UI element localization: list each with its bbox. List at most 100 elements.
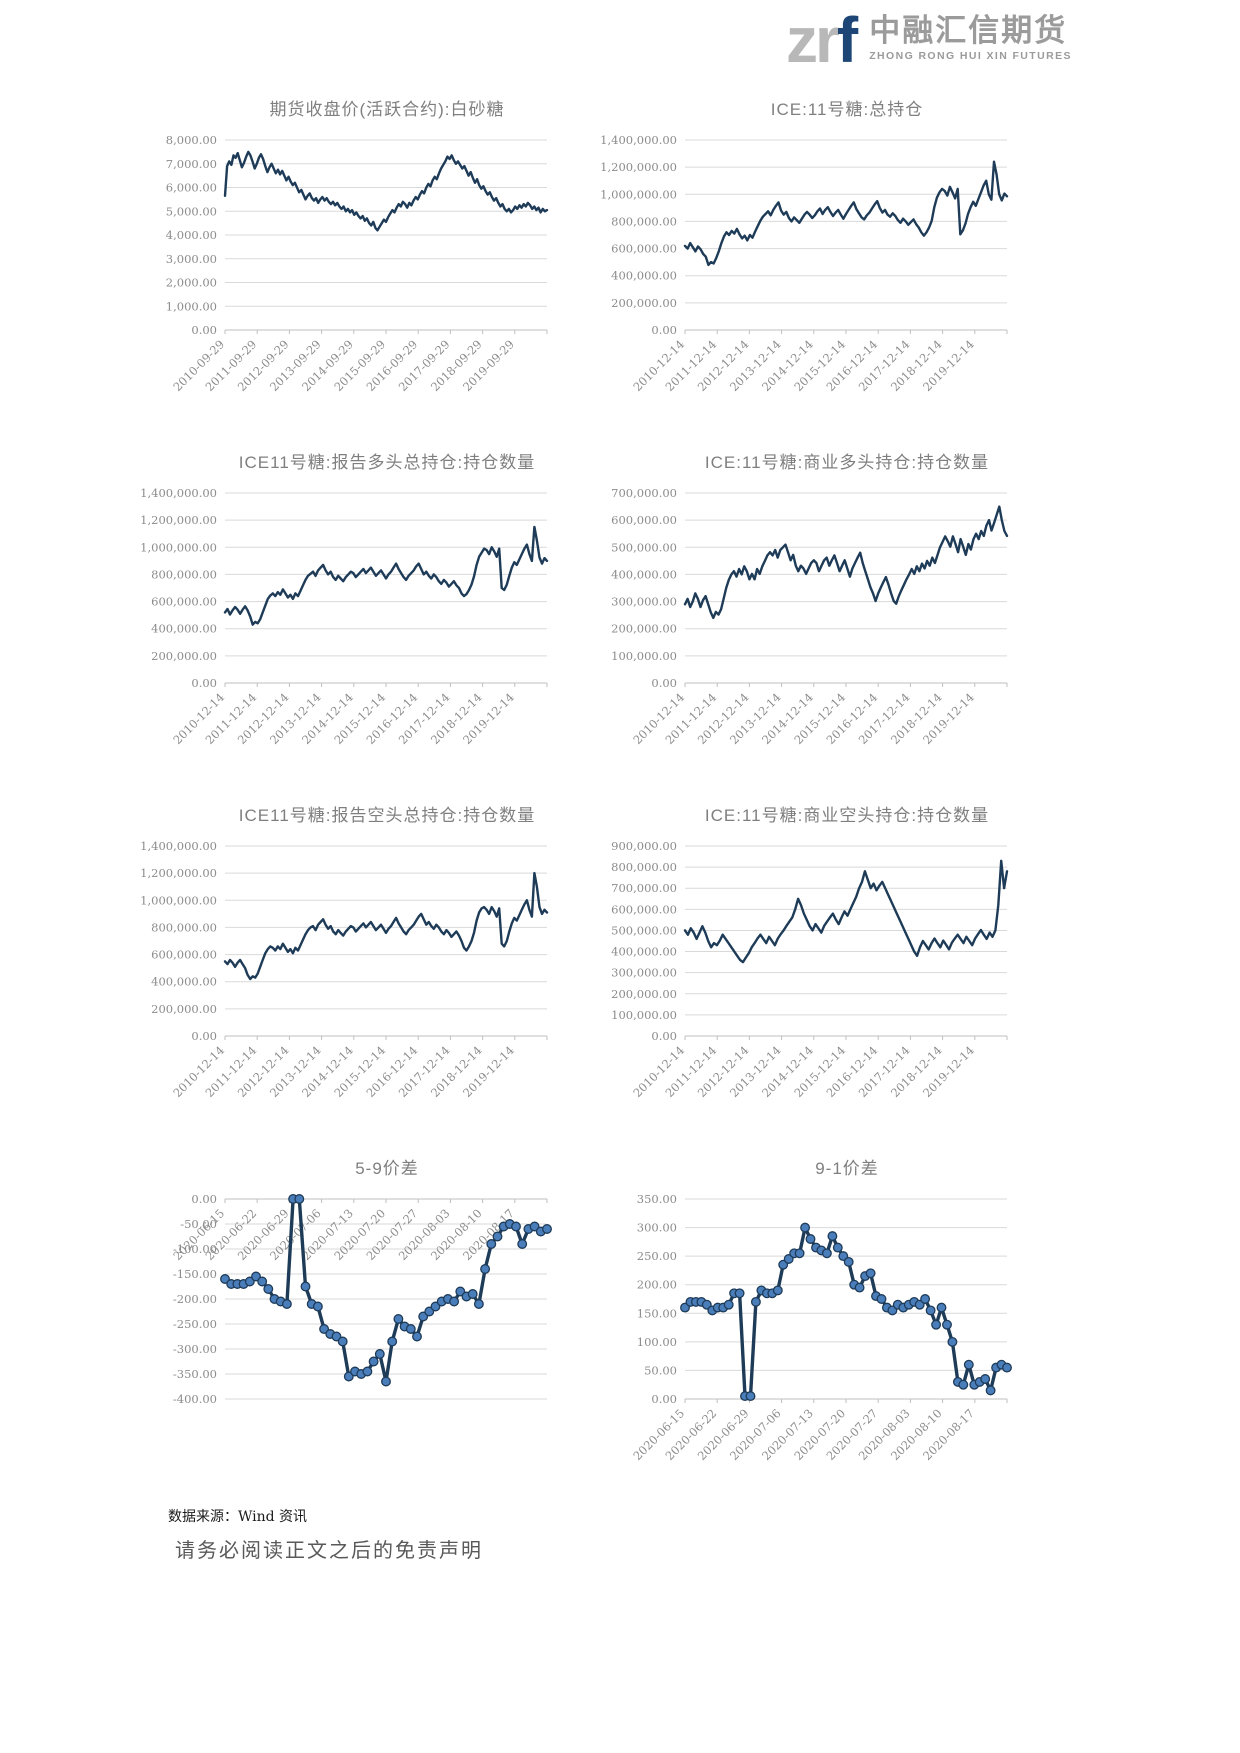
- svg-text:400,000.00: 400,000.00: [611, 945, 677, 959]
- svg-text:-150.00: -150.00: [173, 1267, 217, 1281]
- svg-text:0.00: 0.00: [651, 1392, 677, 1406]
- svg-text:400,000.00: 400,000.00: [151, 975, 217, 989]
- chart-title: 期货收盘价(活跃合约):白砂糖: [269, 100, 505, 119]
- ice11-reported-long-oi-plot: 1,400,000.00 1,200,000.00 1,000,000.00 800,…: [140, 486, 549, 747]
- company-name-cn: 中融汇信期货: [869, 12, 1068, 48]
- svg-text:50.00: 50.00: [644, 1363, 677, 1377]
- svg-text:600,000.00: 600,000.00: [151, 948, 217, 962]
- chart-5-9-spread: 5-9价差 0.00 -50.00 -100.00 -150.00 -200.00 -25…: [115, 1157, 575, 1510]
- company-logo: zrf 中融汇信期货 ZHONG RONG HUI XIN FUTURES: [786, 8, 1072, 72]
- chart-title: 9-1价差: [815, 1159, 879, 1178]
- svg-text:100.00: 100.00: [637, 1335, 677, 1349]
- svg-text:300.00: 300.00: [637, 1221, 677, 1235]
- svg-text:0.00: 0.00: [191, 323, 217, 337]
- svg-text:700,000.00: 700,000.00: [611, 881, 677, 895]
- chart-9-1-spread: 9-1价差 350.00 300.00 250.00 200.00 150.00 100.…: [575, 1157, 1035, 1510]
- svg-text:0.00: 0.00: [191, 1029, 217, 1043]
- data-source-note: 数据来源：Wind 资讯: [168, 1509, 308, 1525]
- disclaimer-note: 请务必阅读正文之后的免责声明: [175, 1540, 483, 1562]
- svg-text:1,000,000.00: 1,000,000.00: [140, 540, 217, 554]
- svg-text:350.00: 350.00: [637, 1192, 677, 1206]
- svg-text:200,000.00: 200,000.00: [611, 296, 677, 310]
- chart-title: 5-9价差: [355, 1159, 419, 1178]
- logo-zrf-mark: zrf: [786, 8, 858, 72]
- svg-text:1,000,000.00: 1,000,000.00: [140, 893, 217, 907]
- svg-text:-50.00: -50.00: [180, 1217, 217, 1231]
- svg-text:200,000.00: 200,000.00: [151, 649, 217, 663]
- svg-text:3,000.00: 3,000.00: [166, 252, 217, 266]
- svg-text:1,200,000.00: 1,200,000.00: [140, 513, 217, 527]
- spread-5-9-plot: 0.00 -50.00 -100.00 -150.00 -200.00 -250.00 -3…: [170, 1192, 552, 1406]
- company-names: 中融汇信期货 ZHONG RONG HUI XIN FUTURES: [869, 12, 1072, 67]
- svg-text:6,000.00: 6,000.00: [166, 181, 217, 195]
- svg-text:200,000.00: 200,000.00: [151, 1002, 217, 1016]
- svg-text:150.00: 150.00: [637, 1306, 677, 1320]
- svg-text:-200.00: -200.00: [173, 1292, 217, 1306]
- futures-close-sugar-plot: 8,000.00 7,000.00 6,000.00 5,000.00 4,000.00…: [166, 133, 549, 394]
- ice11-total-oi-plot: 1,400,000.00 1,200,000.00 1,000,000.00 800,…: [600, 133, 1009, 394]
- svg-text:200,000.00: 200,000.00: [611, 987, 677, 1001]
- svg-text:800,000.00: 800,000.00: [611, 214, 677, 228]
- logo-zr-text: zr: [786, 4, 840, 76]
- svg-text:1,400,000.00: 1,400,000.00: [140, 486, 217, 500]
- svg-text:7,000.00: 7,000.00: [166, 157, 217, 171]
- chart-ice11-commercial-long-oi: ICE:11号糖:商业多头持仓:持仓数量 700,000.00 600,000.0…: [575, 451, 1035, 804]
- svg-text:600,000.00: 600,000.00: [611, 513, 677, 527]
- charts-grid: 期货收盘价(活跃合约):白砂糖 8,000.00 7,000.00 6,000.00…: [115, 98, 1035, 1510]
- svg-text:0.00: 0.00: [191, 1192, 217, 1206]
- svg-text:1,400,000.00: 1,400,000.00: [600, 133, 677, 147]
- chart-title: ICE11号糖:报告空头总持仓:持仓数量: [238, 806, 536, 825]
- svg-text:300,000.00: 300,000.00: [611, 966, 677, 980]
- svg-text:-400.00: -400.00: [173, 1392, 217, 1406]
- svg-text:200,000.00: 200,000.00: [611, 622, 677, 636]
- company-name-en: ZHONG RONG HUI XIN FUTURES: [869, 50, 1072, 63]
- svg-text:250.00: 250.00: [637, 1249, 677, 1263]
- svg-text:300,000.00: 300,000.00: [611, 595, 677, 609]
- svg-text:0.00: 0.00: [651, 1029, 677, 1043]
- svg-text:200.00: 200.00: [637, 1278, 677, 1292]
- svg-text:800,000.00: 800,000.00: [151, 920, 217, 934]
- chart-title: ICE:11号糖:商业多头持仓:持仓数量: [704, 453, 990, 472]
- ice11-commercial-short-oi-plot: 900,000.00 800,000.00 700,000.00 600,000.00…: [611, 839, 1009, 1100]
- svg-text:800,000.00: 800,000.00: [611, 860, 677, 874]
- svg-text:1,200,000.00: 1,200,000.00: [600, 160, 677, 174]
- svg-text:-300.00: -300.00: [173, 1342, 217, 1356]
- svg-text:-100.00: -100.00: [173, 1242, 217, 1256]
- svg-text:1,400,000.00: 1,400,000.00: [140, 839, 217, 853]
- chart-ice11-commercial-short-oi: ICE:11号糖:商业空头持仓:持仓数量 900,000.00 800,000.0…: [575, 804, 1035, 1157]
- svg-text:900,000.00: 900,000.00: [611, 839, 677, 853]
- svg-text:1,200,000.00: 1,200,000.00: [140, 866, 217, 880]
- chart-ice11-reported-short-oi: ICE11号糖:报告空头总持仓:持仓数量 1,400,000.00 1,200,0…: [115, 804, 575, 1157]
- svg-text:0.00: 0.00: [651, 676, 677, 690]
- spread-9-1-plot: 350.00 300.00 250.00 200.00 150.00 100.00 50.0…: [630, 1192, 1012, 1463]
- svg-text:0.00: 0.00: [651, 323, 677, 337]
- svg-text:600,000.00: 600,000.00: [611, 902, 677, 916]
- svg-text:100,000.00: 100,000.00: [611, 649, 677, 663]
- svg-text:800,000.00: 800,000.00: [151, 567, 217, 581]
- chart-ice11-total-oi: ICE:11号糖:总持仓 1,400,000.00 1,200,000.00 1,0…: [575, 98, 1035, 451]
- chart-title: ICE11号糖:报告多头总持仓:持仓数量: [238, 453, 536, 472]
- svg-text:500,000.00: 500,000.00: [611, 923, 677, 937]
- svg-text:-250.00: -250.00: [173, 1317, 217, 1331]
- svg-text:5,000.00: 5,000.00: [166, 204, 217, 218]
- svg-text:1,000.00: 1,000.00: [166, 299, 217, 313]
- svg-text:1,000,000.00: 1,000,000.00: [600, 187, 677, 201]
- chart-title: ICE:11号糖:总持仓: [770, 100, 924, 119]
- svg-text:100,000.00: 100,000.00: [611, 1008, 677, 1022]
- svg-text:400,000.00: 400,000.00: [151, 622, 217, 636]
- svg-text:700,000.00: 700,000.00: [611, 486, 677, 500]
- svg-text:0.00: 0.00: [191, 676, 217, 690]
- svg-text:600,000.00: 600,000.00: [611, 242, 677, 256]
- logo-f-text: f: [836, 4, 858, 76]
- svg-text:2,000.00: 2,000.00: [166, 276, 217, 290]
- chart-ice11-reported-long-oi: ICE11号糖:报告多头总持仓:持仓数量 1,400,000.00 1,200,0…: [115, 451, 575, 804]
- svg-text:4,000.00: 4,000.00: [166, 228, 217, 242]
- svg-text:400,000.00: 400,000.00: [611, 269, 677, 283]
- ice11-reported-short-oi-plot: 1,400,000.00 1,200,000.00 1,000,000.00 800,…: [140, 839, 549, 1100]
- svg-text:400,000.00: 400,000.00: [611, 567, 677, 581]
- svg-text:8,000.00: 8,000.00: [166, 133, 217, 147]
- svg-text:-350.00: -350.00: [173, 1367, 217, 1381]
- chart-title: ICE:11号糖:商业空头持仓:持仓数量: [704, 806, 990, 825]
- chart-futures-close-sugar: 期货收盘价(活跃合约):白砂糖 8,000.00 7,000.00 6,000.00…: [115, 98, 575, 451]
